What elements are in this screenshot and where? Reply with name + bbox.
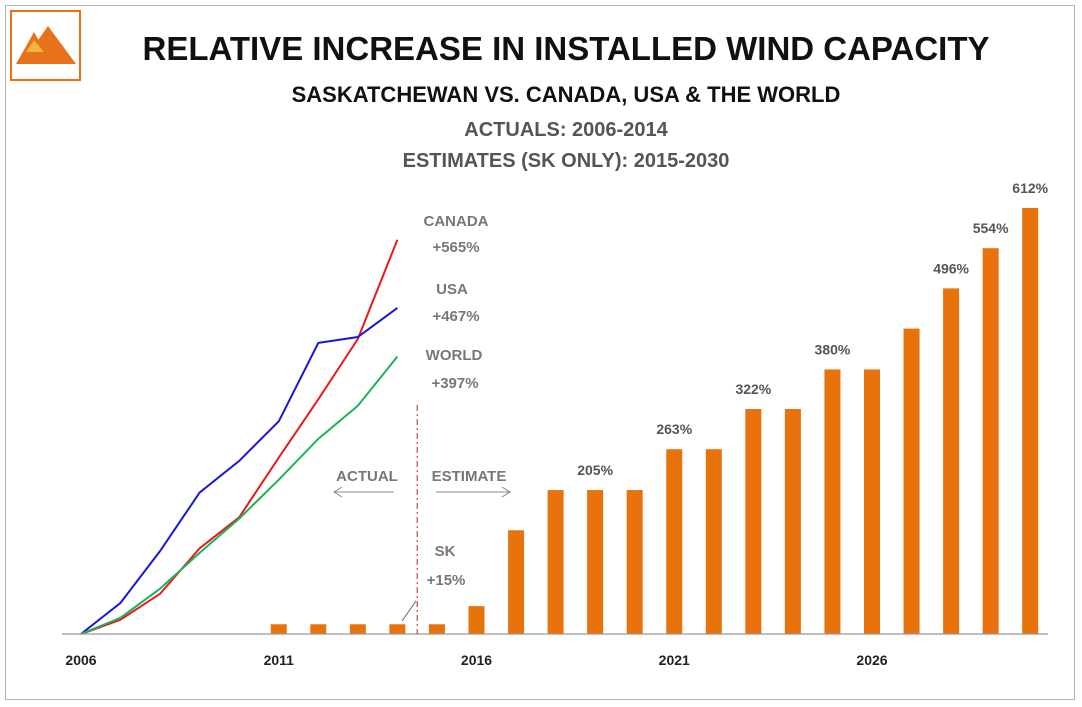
bar-label-2030: 612% — [1012, 180, 1048, 196]
sk-value-label: +15% — [427, 572, 466, 589]
actual-label: ACTUAL — [336, 468, 398, 485]
bar-label-2028: 496% — [933, 260, 969, 276]
x-tick-2026: 2026 — [856, 652, 887, 668]
chart-frame — [5, 5, 1075, 700]
canada-name-label: CANADA — [424, 213, 489, 230]
actual-arrow-icon — [333, 486, 394, 498]
usa-name-label: USA — [436, 281, 468, 298]
estimate-label: ESTIMATE — [432, 468, 507, 485]
bar-label-2025: 380% — [815, 341, 851, 357]
bar-labels: 205% 263% 322% 380% 496% 554% 612% — [577, 180, 1048, 478]
chart-subtitle: SASKATCHEWAN VS. CANADA, USA & THE WORLD — [292, 82, 841, 107]
x-tick-2011: 2011 — [264, 652, 295, 668]
canada-value-label: +565% — [432, 239, 479, 256]
sk-bar-2017 — [508, 530, 525, 634]
sk-bar-2024 — [784, 409, 801, 634]
series-line-usa — [80, 307, 398, 635]
chart-subtitle-estimates: ESTIMATES (SK ONLY): 2015-2030 — [403, 150, 730, 172]
world-name-label: WORLD — [426, 347, 483, 364]
estimate-arrow-icon — [436, 486, 511, 498]
x-tick-2006: 2006 — [65, 652, 96, 668]
logo — [10, 10, 81, 81]
bar-label-2019: 205% — [577, 462, 613, 478]
sk-bar-2014 — [389, 624, 406, 634]
sk-bar-2012 — [310, 624, 327, 634]
sk-bar-2028 — [943, 288, 960, 634]
sk-bar-2025 — [824, 369, 841, 634]
usa-value-label: +467% — [432, 308, 479, 325]
sk-bar-2015 — [428, 624, 445, 634]
x-tick-2016: 2016 — [461, 652, 492, 668]
series-lines — [80, 239, 399, 635]
logo-triangle-back — [34, 26, 76, 64]
series-line-canada — [80, 239, 399, 635]
sk-bar-2027 — [903, 328, 920, 634]
sk-bar-2023 — [745, 409, 762, 634]
orange-triangles-logo-icon — [16, 26, 76, 64]
logo-triangle-small — [26, 40, 44, 52]
sk-bar-2026 — [864, 369, 880, 634]
sk-bar-2013 — [349, 624, 366, 634]
chart-subtitle-actuals: ACTUALS: 2006-2014 — [464, 119, 668, 141]
sk-bar-2021 — [666, 449, 683, 634]
sk-bar-2022 — [705, 449, 722, 634]
sk-bar-2029 — [982, 248, 999, 634]
world-value-label: +397% — [431, 375, 478, 392]
sk-bar-2020 — [626, 490, 643, 634]
series-line-world — [80, 355, 399, 635]
x-axis-ticks: 2006 2011 2016 2021 2026 — [65, 652, 887, 668]
sk-bar-2018 — [547, 490, 564, 634]
sk-bar-2019 — [587, 490, 604, 634]
chart-title: RELATIVE INCREASE IN INSTALLED WIND CAPA… — [142, 30, 989, 67]
sk-leader-line — [401, 600, 417, 622]
sk-bar-2030 — [1022, 208, 1039, 634]
sk-name-label: SK — [435, 543, 456, 560]
bar-label-2023: 322% — [735, 381, 771, 397]
sk-bars — [270, 208, 1039, 634]
sk-bar-2011 — [270, 624, 287, 634]
bar-label-2029: 554% — [973, 220, 1009, 236]
bar-label-2021: 263% — [656, 421, 692, 437]
x-tick-2021: 2021 — [659, 652, 690, 668]
sk-bar-2016 — [468, 606, 485, 634]
